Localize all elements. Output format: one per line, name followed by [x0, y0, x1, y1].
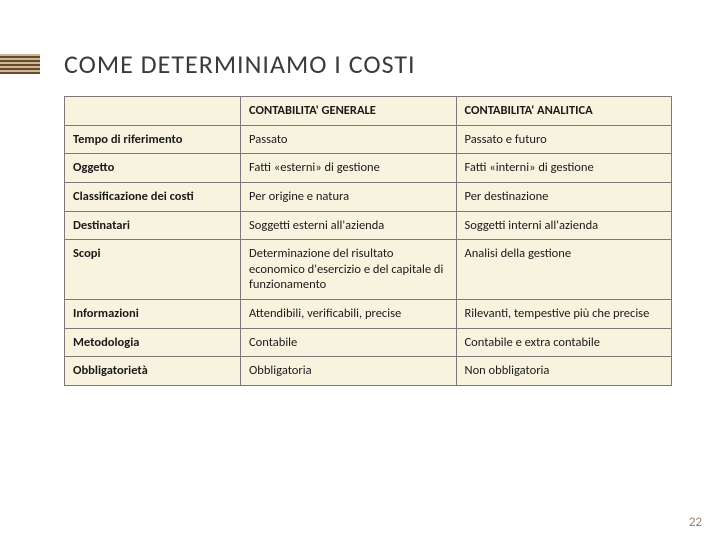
- cell-generale: Passato: [241, 125, 456, 154]
- table-row: Destinatari Soggetti esterni all'azienda…: [65, 211, 672, 240]
- cell-analitica: Passato e futuro: [456, 125, 672, 154]
- row-label: Tempo di riferimento: [65, 125, 241, 154]
- cell-generale: Per origine e natura: [241, 182, 456, 211]
- table-row: Obbligatorietà Obbligatoria Non obbligat…: [65, 357, 672, 386]
- table-row: Tempo di riferimento Passato Passato e f…: [65, 125, 672, 154]
- table-row: Oggetto Fatti «esterni» di gestione Fatt…: [65, 154, 672, 183]
- cell-generale: Attendibili, verificabili, precise: [241, 300, 456, 329]
- cell-analitica: Analisi della gestione: [456, 240, 672, 300]
- cell-analitica: Fatti «interni» di gestione: [456, 154, 672, 183]
- cell-generale: Fatti «esterni» di gestione: [241, 154, 456, 183]
- table-header-row: CONTABILITA' GENERALE CONTABILITA' ANALI…: [65, 97, 672, 126]
- table-row: Metodologia Contabile Contabile e extra …: [65, 328, 672, 357]
- comparison-table: CONTABILITA' GENERALE CONTABILITA' ANALI…: [64, 96, 672, 386]
- cell-analitica: Non obbligatoria: [456, 357, 672, 386]
- header-generale: CONTABILITA' GENERALE: [241, 97, 456, 126]
- cell-analitica: Soggetti interni all'azienda: [456, 211, 672, 240]
- cell-generale: Soggetti esterni all'azienda: [241, 211, 456, 240]
- table-body: Tempo di riferimento Passato Passato e f…: [65, 125, 672, 385]
- cell-analitica: Rilevanti, tempestive più che precise: [456, 300, 672, 329]
- cell-analitica: Contabile e extra contabile: [456, 328, 672, 357]
- cell-analitica: Per destinazione: [456, 182, 672, 211]
- row-label: Obbligatorietà: [65, 357, 241, 386]
- accent-bar: [0, 54, 40, 74]
- row-label: Metodologia: [65, 328, 241, 357]
- row-label: Destinatari: [65, 211, 241, 240]
- table-row: Scopi Determinazione del risultato econo…: [65, 240, 672, 300]
- table-row: Informazioni Attendibili, verificabili, …: [65, 300, 672, 329]
- row-label: Classificazione dei costi: [65, 182, 241, 211]
- header-blank: [65, 97, 241, 126]
- cell-generale: Contabile: [241, 328, 456, 357]
- cell-generale: Obbligatoria: [241, 357, 456, 386]
- row-label: Informazioni: [65, 300, 241, 329]
- slide-content: COME DETERMINIAMO I COSTI CONTABILITA' G…: [0, 0, 720, 386]
- page-number: 22: [689, 515, 702, 530]
- row-label: Oggetto: [65, 154, 241, 183]
- table-row: Classificazione dei costi Per origine e …: [65, 182, 672, 211]
- row-label: Scopi: [65, 240, 241, 300]
- header-analitica: CONTABILITA' ANALITICA: [456, 97, 672, 126]
- slide-title: COME DETERMINIAMO I COSTI: [64, 48, 672, 80]
- cell-generale: Determinazione del risultato economico d…: [241, 240, 456, 300]
